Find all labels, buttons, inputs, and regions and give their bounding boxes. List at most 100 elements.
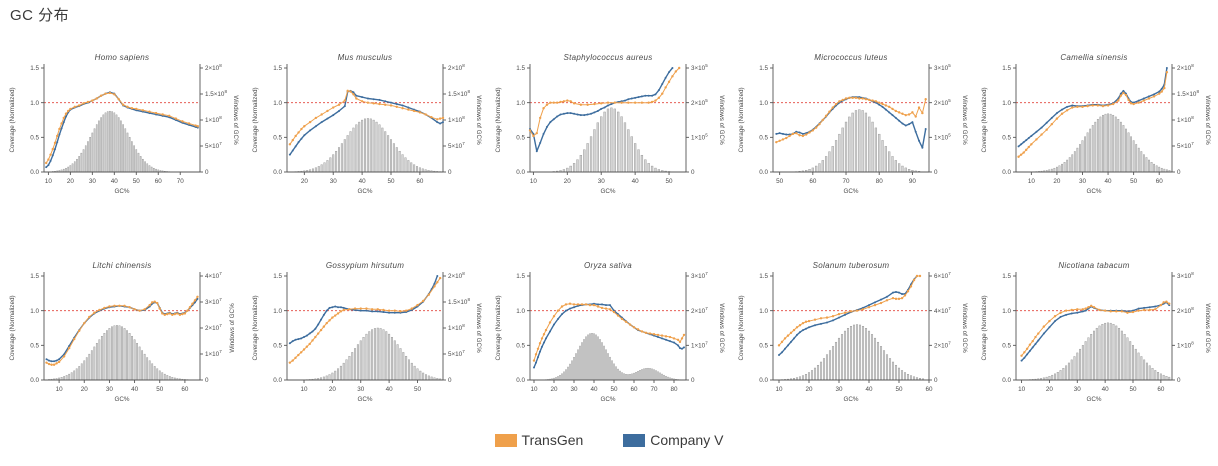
chart-title: Homo sapiens [94, 53, 149, 62]
svg-text:3×107: 3×107 [691, 271, 708, 280]
svg-text:1.5: 1.5 [1002, 273, 1011, 280]
svg-text:1.0: 1.0 [1002, 308, 1011, 315]
svg-text:50: 50 [156, 386, 164, 393]
svg-text:1.5: 1.5 [30, 273, 39, 280]
svg-text:90: 90 [908, 178, 916, 185]
svg-text:6×107: 6×107 [934, 271, 951, 280]
x-axis-label: GC% [843, 188, 858, 195]
svg-text:10: 10 [1027, 178, 1035, 185]
svg-text:1.5: 1.5 [1002, 65, 1011, 72]
svg-text:4×107: 4×107 [205, 271, 222, 280]
svg-text:10: 10 [1018, 386, 1026, 393]
svg-text:50: 50 [610, 386, 618, 393]
left-axis-label: Coverage (Normalized) [9, 295, 16, 360]
svg-text:5×107: 5×107 [448, 141, 465, 150]
svg-text:0: 0 [934, 169, 938, 176]
chart-title: Staphylococcus aureus [563, 53, 652, 62]
right-axis-label: Windows of GC% [475, 303, 482, 353]
svg-text:2×107: 2×107 [691, 306, 708, 315]
svg-text:20: 20 [1045, 386, 1053, 393]
legend: TransGen Company V [0, 432, 1218, 448]
svg-text:0.0: 0.0 [516, 169, 525, 176]
left-axis-label: Coverage (Normalized) [252, 295, 259, 360]
svg-text:1.5: 1.5 [516, 65, 525, 72]
svg-text:0.0: 0.0 [1002, 377, 1011, 384]
right-axis-label: Windows of GC% [961, 303, 968, 353]
svg-text:1.0: 1.0 [759, 308, 768, 315]
svg-text:50: 50 [1129, 386, 1137, 393]
svg-text:1.5×108: 1.5×108 [448, 297, 470, 306]
svg-text:10: 10 [55, 386, 63, 393]
chart-title: Solanum tuberosum [812, 261, 889, 270]
svg-text:30: 30 [597, 178, 605, 185]
svg-text:0: 0 [934, 377, 938, 384]
svg-text:2×108: 2×108 [448, 271, 465, 280]
svg-text:70: 70 [176, 178, 184, 185]
transgen-swatch-icon [495, 434, 517, 447]
svg-text:0: 0 [448, 169, 452, 176]
svg-text:10: 10 [44, 178, 52, 185]
gc-histogram [795, 110, 920, 172]
svg-text:2×107: 2×107 [205, 323, 222, 332]
svg-text:40: 40 [1104, 178, 1112, 185]
svg-text:0.0: 0.0 [30, 169, 39, 176]
svg-text:1×107: 1×107 [205, 349, 222, 358]
svg-text:10: 10 [775, 386, 783, 393]
x-axis-label: GC% [1086, 396, 1101, 403]
chart-title: Nicotiana tabacum [1058, 261, 1129, 270]
axes [284, 272, 446, 383]
svg-text:2×105: 2×105 [691, 98, 708, 107]
svg-text:0.0: 0.0 [759, 169, 768, 176]
company-v-series [288, 90, 443, 156]
svg-text:0.5: 0.5 [273, 343, 282, 350]
svg-text:20: 20 [550, 386, 558, 393]
svg-text:50: 50 [413, 386, 421, 393]
svg-text:1×108: 1×108 [205, 115, 222, 124]
svg-text:70: 70 [650, 386, 658, 393]
svg-text:20: 20 [1053, 178, 1061, 185]
svg-text:5×107: 5×107 [448, 349, 465, 358]
x-axis-label: GC% [600, 188, 615, 195]
svg-text:30: 30 [329, 178, 337, 185]
svg-text:20: 20 [328, 386, 336, 393]
legend-label-company-v: Company V [650, 432, 723, 448]
right-axis-label: Windows of GC% [718, 303, 725, 353]
svg-text:0.0: 0.0 [273, 169, 282, 176]
svg-text:1.0: 1.0 [759, 100, 768, 107]
svg-text:20: 20 [563, 178, 571, 185]
page-title: GC 分布 [10, 4, 69, 25]
chart-title: Oryza sativa [583, 261, 631, 270]
svg-text:0: 0 [1177, 169, 1181, 176]
svg-text:1.5: 1.5 [516, 273, 525, 280]
gc-histogram [1026, 323, 1170, 380]
left-axis-label: Coverage (Normalized) [252, 87, 259, 152]
svg-text:1.0: 1.0 [30, 308, 39, 315]
svg-text:0.5: 0.5 [273, 135, 282, 142]
svg-text:60: 60 [1155, 178, 1163, 185]
svg-text:4×107: 4×107 [934, 306, 951, 315]
svg-text:40: 40 [358, 178, 366, 185]
svg-text:3×105: 3×105 [934, 63, 951, 72]
svg-text:60: 60 [181, 386, 189, 393]
svg-text:0: 0 [448, 377, 452, 384]
svg-text:20: 20 [66, 178, 74, 185]
svg-text:0: 0 [1177, 377, 1181, 384]
left-axis-label: Coverage (Normalized) [495, 87, 502, 152]
x-axis-label: GC% [114, 188, 129, 195]
svg-text:70: 70 [842, 178, 850, 185]
svg-text:1×108: 1×108 [448, 115, 465, 124]
svg-text:0.5: 0.5 [516, 343, 525, 350]
svg-text:0.0: 0.0 [1002, 169, 1011, 176]
svg-text:30: 30 [570, 386, 578, 393]
svg-text:40: 40 [385, 386, 393, 393]
svg-text:60: 60 [416, 178, 424, 185]
right-axis-label: Windows of GC% [1204, 303, 1211, 353]
svg-text:1×108: 1×108 [448, 323, 465, 332]
svg-text:10: 10 [529, 178, 537, 185]
svg-text:0.5: 0.5 [516, 135, 525, 142]
svg-text:1.5: 1.5 [273, 65, 282, 72]
svg-text:40: 40 [631, 178, 639, 185]
